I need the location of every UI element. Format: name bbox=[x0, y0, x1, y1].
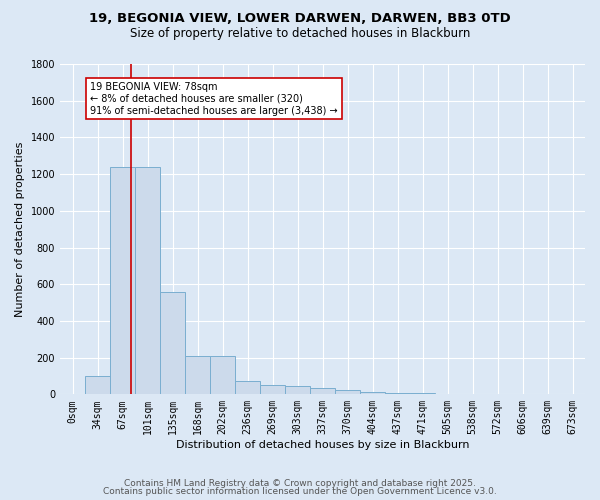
Text: 19 BEGONIA VIEW: 78sqm
← 8% of detached houses are smaller (320)
91% of semi-det: 19 BEGONIA VIEW: 78sqm ← 8% of detached … bbox=[90, 82, 338, 116]
Bar bbox=[85, 376, 110, 394]
Bar bbox=[285, 386, 310, 394]
Bar bbox=[110, 167, 135, 394]
Y-axis label: Number of detached properties: Number of detached properties bbox=[15, 142, 25, 317]
Bar bbox=[335, 390, 360, 394]
Bar bbox=[210, 356, 235, 395]
Bar bbox=[360, 392, 385, 394]
Bar bbox=[160, 292, 185, 395]
Bar bbox=[235, 382, 260, 394]
X-axis label: Distribution of detached houses by size in Blackburn: Distribution of detached houses by size … bbox=[176, 440, 469, 450]
Bar bbox=[185, 356, 210, 395]
Bar bbox=[310, 388, 335, 394]
Bar bbox=[260, 385, 285, 394]
Text: Contains HM Land Registry data © Crown copyright and database right 2025.: Contains HM Land Registry data © Crown c… bbox=[124, 478, 476, 488]
Bar bbox=[135, 167, 160, 394]
Text: Contains public sector information licensed under the Open Government Licence v3: Contains public sector information licen… bbox=[103, 487, 497, 496]
Text: 19, BEGONIA VIEW, LOWER DARWEN, DARWEN, BB3 0TD: 19, BEGONIA VIEW, LOWER DARWEN, DARWEN, … bbox=[89, 12, 511, 26]
Text: Size of property relative to detached houses in Blackburn: Size of property relative to detached ho… bbox=[130, 28, 470, 40]
